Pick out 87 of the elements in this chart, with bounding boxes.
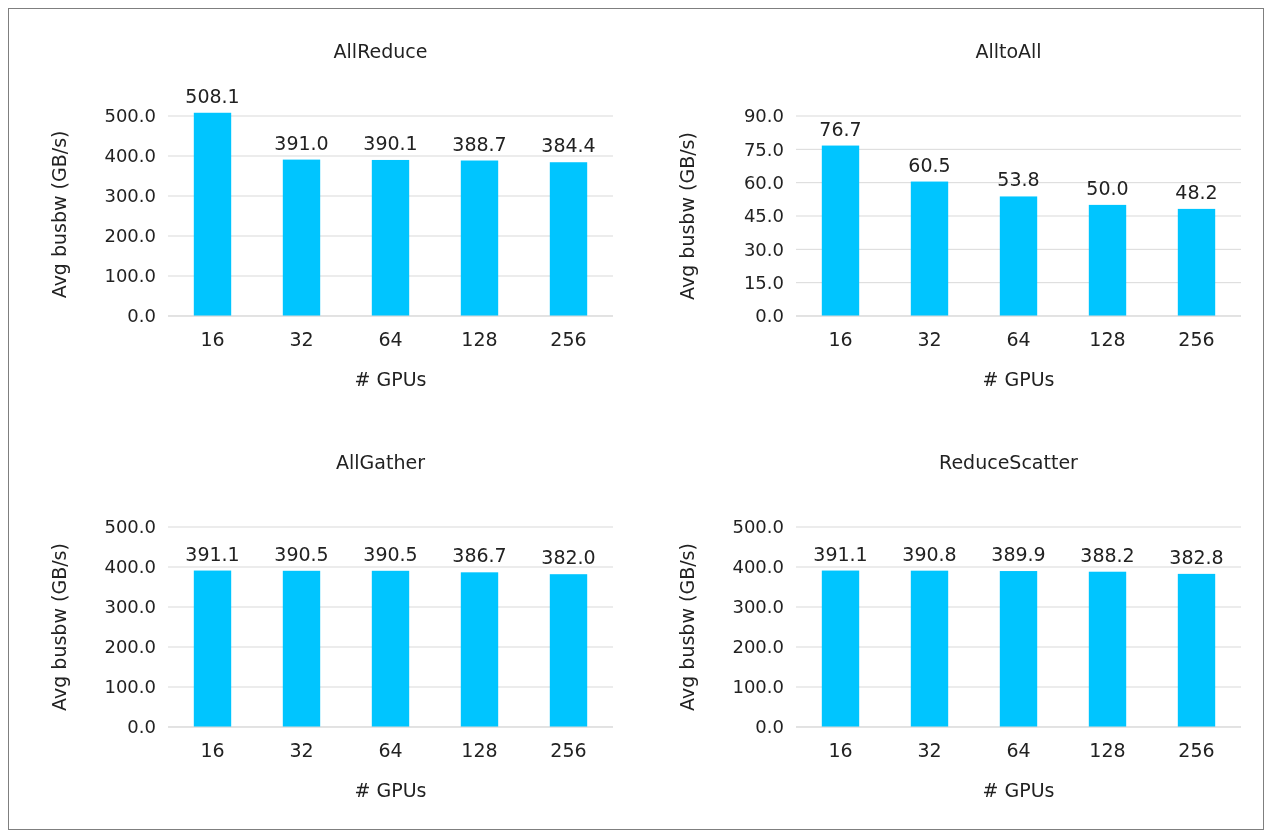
y-tick-label: 75.0	[743, 138, 784, 160]
bar	[910, 181, 949, 316]
x-tick-label: 128	[461, 328, 498, 350]
data-label: 508.1	[185, 84, 240, 107]
bar	[282, 159, 321, 316]
y-tick-label: 500.0	[104, 105, 156, 127]
x-tick-label: 64	[1006, 328, 1031, 350]
data-label: 382.0	[541, 546, 596, 569]
bar	[1088, 204, 1127, 316]
y-tick-label: 100.0	[104, 676, 156, 698]
data-label: 390.1	[363, 131, 418, 154]
y-tick-label: 400.0	[104, 556, 156, 578]
chart-title: AllGather	[336, 451, 426, 473]
data-label: 76.7	[819, 117, 862, 140]
y-tick-label: 0.0	[127, 305, 156, 327]
y-tick-label: 200.0	[104, 225, 156, 247]
y-tick-label: 30.0	[743, 238, 784, 260]
y-tick-label: 100.0	[104, 265, 156, 287]
x-tick-label: 256	[550, 328, 587, 350]
y-axis-title: Avg busbw (GB/s)	[48, 543, 70, 711]
x-axis-title: # GPUs	[354, 368, 427, 390]
data-label: 390.8	[902, 542, 957, 565]
y-tick-label: 500.0	[732, 516, 784, 538]
x-tick-label: 128	[461, 739, 498, 761]
data-label: 382.8	[1169, 545, 1224, 568]
data-label: 388.2	[1080, 543, 1135, 566]
data-label: 384.4	[541, 134, 596, 157]
y-tick-label: 200.0	[104, 636, 156, 658]
y-tick-label: 400.0	[732, 556, 784, 578]
x-tick-label: 256	[550, 739, 587, 761]
y-tick-label: 60.0	[743, 171, 784, 193]
y-tick-label: 200.0	[732, 636, 784, 658]
chart-title: AlltoAll	[975, 40, 1042, 62]
x-tick-label: 16	[828, 739, 853, 761]
data-label: 391.1	[185, 542, 240, 565]
x-tick-label: 64	[378, 328, 403, 350]
y-axis-title: Avg busbw (GB/s)	[48, 130, 70, 299]
data-label: 389.9	[991, 543, 1046, 566]
bar	[821, 145, 860, 316]
x-tick-label: 64	[378, 739, 403, 761]
data-label: 53.8	[997, 168, 1040, 191]
y-tick-label: 300.0	[732, 596, 784, 618]
x-tick-label: 32	[289, 739, 314, 761]
x-tick-label: 256	[1178, 739, 1215, 761]
y-tick-label: 100.0	[732, 676, 784, 698]
y-tick-label: 300.0	[104, 596, 156, 618]
y-axis-title: Avg busbw (GB/s)	[676, 543, 698, 711]
y-tick-label: 90.0	[743, 105, 784, 127]
x-tick-label: 64	[1006, 739, 1031, 761]
data-label: 391.1	[813, 542, 868, 565]
data-label: 388.7	[452, 132, 507, 155]
data-label: 391.0	[274, 131, 329, 154]
data-label: 50.0	[1086, 176, 1129, 199]
y-axis-title: Avg busbw (GB/s)	[676, 132, 698, 300]
chart-title: ReduceScatter	[939, 451, 1079, 473]
x-tick-label: 32	[917, 739, 942, 761]
x-tick-label: 128	[1089, 328, 1126, 350]
x-tick-label: 256	[1178, 328, 1215, 350]
y-tick-label: 500.0	[104, 516, 156, 538]
x-axis-title: # GPUs	[982, 779, 1055, 801]
y-tick-label: 0.0	[127, 716, 156, 738]
x-tick-label: 32	[917, 328, 942, 350]
y-tick-label: 15.0	[743, 271, 784, 293]
data-label: 390.5	[363, 542, 418, 565]
x-tick-label: 16	[828, 328, 853, 350]
bar	[371, 159, 410, 316]
x-tick-label: 32	[289, 328, 314, 350]
x-tick-label: 128	[1089, 739, 1126, 761]
y-tick-label: 0.0	[755, 716, 784, 738]
data-label: 60.5	[908, 153, 951, 176]
bar	[999, 196, 1038, 316]
bar	[460, 160, 499, 316]
data-label: 386.7	[452, 544, 507, 567]
x-tick-label: 16	[200, 739, 225, 761]
y-tick-label: 0.0	[755, 305, 784, 327]
y-tick-label: 45.0	[743, 205, 784, 227]
bar	[1177, 208, 1216, 316]
x-tick-label: 16	[200, 328, 225, 350]
y-tick-label: 400.0	[104, 145, 156, 167]
bar	[549, 162, 588, 316]
x-axis-title: # GPUs	[354, 779, 427, 801]
data-label: 390.5	[274, 542, 329, 565]
bar	[193, 112, 232, 316]
chart-title: AllReduce	[333, 40, 428, 62]
x-axis-title: # GPUs	[982, 368, 1055, 390]
data-label: 48.2	[1175, 180, 1218, 203]
y-tick-label: 300.0	[104, 185, 156, 207]
